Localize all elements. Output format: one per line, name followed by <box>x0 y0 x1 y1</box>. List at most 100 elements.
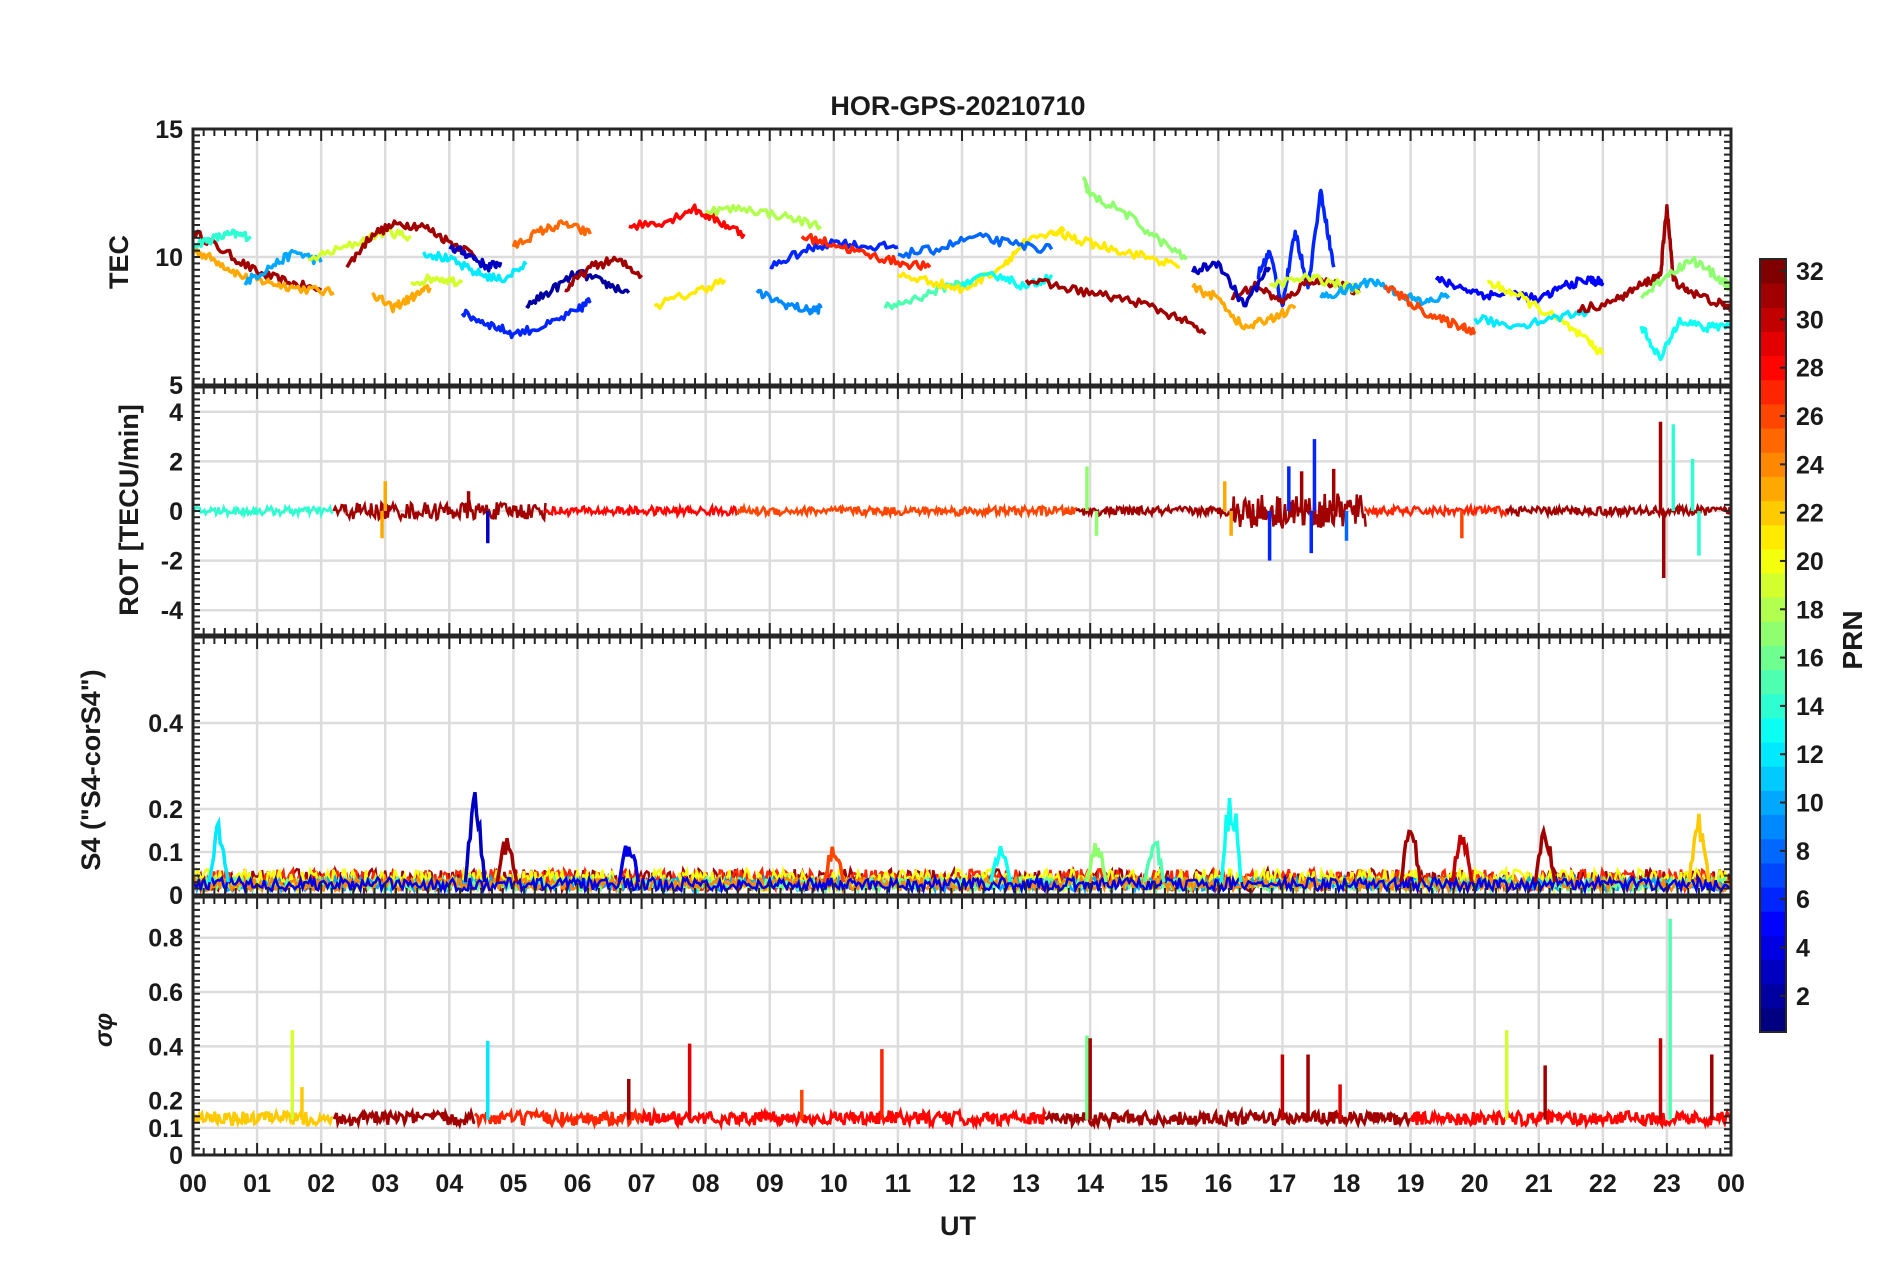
tec-series-prn-6 <box>1255 188 1336 308</box>
tec-series-prn-31 <box>1576 204 1733 314</box>
colorbar-tick-label: 2 <box>1796 983 1810 1011</box>
y-tick-label: 0.8 <box>148 925 183 953</box>
tec-series-prn-27 <box>800 232 932 271</box>
sigma-trace <box>332 1106 476 1130</box>
sigma-trace <box>1044 1108 1195 1131</box>
tec-series-prn-6 <box>460 297 592 340</box>
colorbar-tick-label: 26 <box>1796 403 1824 431</box>
colorbar-swatch-prn-25 <box>1760 428 1786 453</box>
colorbar-swatch-prn-29 <box>1760 331 1786 357</box>
y-tick-label: 0 <box>169 882 183 910</box>
sigma-trace <box>191 1107 334 1129</box>
tec-ylabel: TEC <box>104 235 134 289</box>
x-tick-label: 09 <box>756 1170 784 1198</box>
panel-s4: 0 0.1 0.2 0.4 <box>148 635 1733 910</box>
s4-burst-prn-13 <box>1219 797 1243 883</box>
x-tick-label: 16 <box>1204 1170 1232 1198</box>
tec-series-prn-18 <box>704 203 823 231</box>
x-axis: 00 01 02 03 04 05 06 07 08 09 10 11 12 13 14 15 16 17 18 19… <box>179 1170 1745 1198</box>
tec-series-prn-25 <box>511 219 592 249</box>
y-tick-label: 0.4 <box>148 1033 183 1061</box>
x-tick-label: 12 <box>948 1170 976 1198</box>
s4-burst-prn-26 <box>822 846 846 883</box>
plot-frame <box>191 127 1733 387</box>
rot-trace <box>1076 503 1233 520</box>
x-tick-label: 10 <box>820 1170 848 1198</box>
tec-series-prn-26 <box>1383 284 1477 336</box>
chart-title: HOR-GPS-20210710 <box>830 91 1085 121</box>
x-tick-label: 19 <box>1397 1170 1425 1198</box>
colorbar-tick-label: 28 <box>1796 355 1824 383</box>
y-tick-label: 5 <box>169 372 183 400</box>
y-tick-label: 0.2 <box>148 1088 183 1116</box>
colorbar-swatch-prn-11 <box>1760 766 1786 791</box>
tec-series-prn-20 <box>1486 279 1605 356</box>
y-tick-label: 2 <box>169 448 183 476</box>
panel-tec: 5 10 15 <box>155 116 1733 400</box>
x-tick-label: 20 <box>1461 1170 1489 1198</box>
x-tick-label: 17 <box>1269 1170 1297 1198</box>
s4-burst-prn-17 <box>1085 842 1108 883</box>
x-tick-label: 23 <box>1653 1170 1681 1198</box>
colorbar-tick-label: 14 <box>1796 693 1824 721</box>
x-tick-label: 11 <box>885 1170 912 1198</box>
s4-burst-prn-15 <box>1142 840 1166 883</box>
rot-trace <box>1229 493 1367 529</box>
x-tick-label: 21 <box>1525 1170 1553 1198</box>
s4-ylabel: S4 ("S4-corS4") <box>76 669 106 870</box>
tec-series-prn-3 <box>448 244 503 273</box>
y-tick-label: -2 <box>161 548 183 576</box>
colorbar-swatch-prn-9 <box>1760 814 1786 840</box>
colorbar-tick-label: 22 <box>1796 500 1824 528</box>
colorbar-tick-label: 10 <box>1796 790 1824 818</box>
colorbar-tick-label: 4 <box>1796 934 1810 962</box>
colorbar-tick-label: 18 <box>1796 596 1824 624</box>
x-tick-label: 15 <box>1140 1170 1168 1198</box>
rot-trace <box>1364 502 1508 520</box>
tec-series-prn-9 <box>755 288 823 316</box>
s4-burst-prn-31 <box>1399 829 1422 883</box>
y-tick-label: 4 <box>169 399 183 427</box>
colorbar-swatch-prn-23 <box>1760 476 1786 502</box>
colorbar-label: PRN <box>1837 610 1868 669</box>
x-tick-label: 00 <box>179 1170 207 1198</box>
x-tick-label: 00 <box>1717 1170 1745 1198</box>
tec-series-prn-8 <box>897 231 1054 259</box>
tec-series-prn-2 <box>525 269 631 309</box>
tec-series-prn-19 <box>410 273 464 288</box>
s4-burst-prn-31 <box>1533 824 1557 883</box>
y-tick-label: -4 <box>161 597 183 625</box>
tec-series-prn-23 <box>1191 282 1297 331</box>
y-tick-label: 15 <box>155 116 183 144</box>
y-tick-label: 0.1 <box>148 839 183 867</box>
x-tick-label: 18 <box>1333 1170 1361 1198</box>
tec-series-prn-23 <box>371 284 432 314</box>
tec-series-prn-28 <box>628 203 746 239</box>
x-tick-label: 02 <box>307 1170 335 1198</box>
colorbar-swatch-prn-15 <box>1760 669 1786 695</box>
colorbar-swatch-prn-19 <box>1760 573 1786 598</box>
colorbar-swatch-prn-31 <box>1760 283 1786 308</box>
rot-trace <box>544 502 739 520</box>
s4-burst-prn-22 <box>1687 813 1711 883</box>
plot-frame <box>191 635 1733 897</box>
x-axis-label: UT <box>940 1211 976 1241</box>
colorbar-tick-label: 16 <box>1796 645 1824 673</box>
sigma-ylabel: σφ <box>90 1013 118 1047</box>
colorbar-tick-label: 24 <box>1796 451 1824 479</box>
tec-series-prn-21 <box>1050 228 1181 269</box>
colorbar-tick-label: 30 <box>1796 306 1824 334</box>
tec-series-prn-12 <box>1473 309 1591 330</box>
y-tick-label: 0.2 <box>148 796 183 824</box>
x-tick-label: 07 <box>628 1170 656 1198</box>
tec-series-prn-6 <box>769 238 899 270</box>
tec-series-prn-12 <box>422 250 528 284</box>
rot-trace <box>1505 502 1656 520</box>
colorbar-frame <box>1759 258 1787 1033</box>
x-tick-label: 01 <box>243 1170 271 1198</box>
colorbar-swatch-prn-5 <box>1760 911 1786 936</box>
y-tick-label: 0 <box>169 498 183 526</box>
rot-trace <box>736 502 1079 520</box>
